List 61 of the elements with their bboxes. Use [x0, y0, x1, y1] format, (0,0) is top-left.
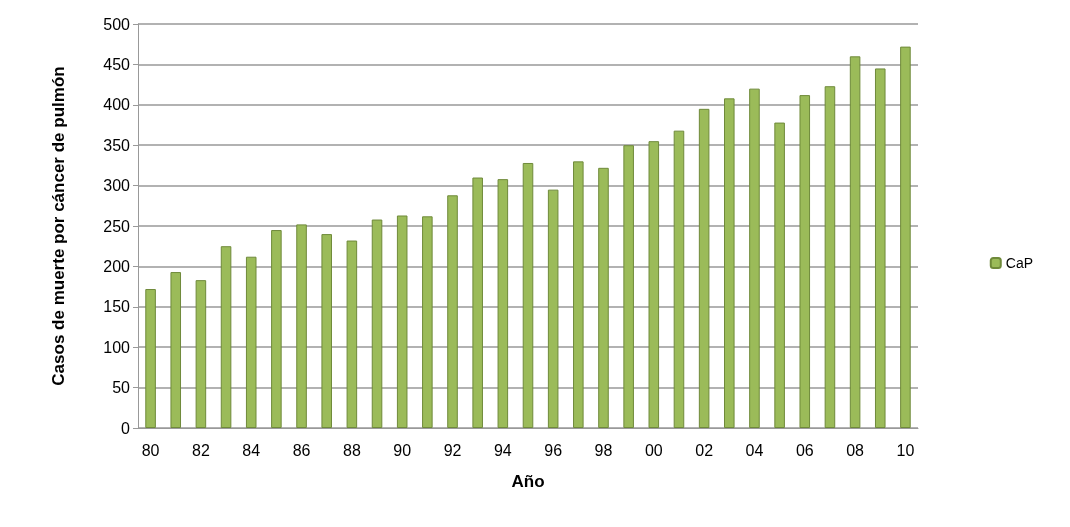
x-tick-label: 84 [242, 441, 261, 459]
bar [170, 272, 182, 428]
y-tick-label: 450 [103, 55, 131, 73]
x-tick-label: 82 [192, 441, 210, 459]
y-axis-title: Casos de muerte por cáncer de pulmón [48, 66, 68, 386]
bar [422, 216, 433, 428]
bar [220, 246, 232, 428]
y-tick-label: 0 [121, 419, 131, 437]
x-axis-title: Año [511, 472, 545, 491]
x-tick-label: 80 [141, 441, 160, 459]
bar [271, 230, 282, 428]
x-tick-label: 90 [393, 441, 412, 459]
x-tick-label: 06 [795, 441, 814, 459]
bar [573, 161, 584, 428]
bar [648, 141, 660, 428]
bar [371, 219, 383, 428]
bar [296, 224, 307, 428]
y-tick-label: 150 [103, 298, 131, 316]
x-tick-label: 92 [443, 441, 462, 459]
bar [749, 88, 760, 428]
bar [900, 46, 911, 428]
bar [145, 289, 156, 428]
bar [497, 179, 509, 428]
bar [774, 122, 785, 428]
bar [346, 240, 358, 428]
y-tick-label: 300 [103, 177, 131, 195]
bar [396, 215, 408, 428]
x-tick-label: 94 [493, 441, 512, 459]
x-tick-label: 08 [846, 441, 865, 459]
bar [673, 130, 685, 428]
y-tick-label: 500 [103, 15, 131, 33]
y-tick-label: 400 [103, 96, 131, 114]
bar [623, 145, 634, 428]
y-tick-label: 350 [103, 136, 131, 154]
y-tick-label: 200 [103, 257, 131, 275]
x-tick-label: 96 [544, 441, 563, 459]
x-tick-label: 10 [896, 441, 915, 459]
bar [321, 234, 332, 428]
bar [547, 189, 559, 428]
bar [724, 98, 735, 428]
bar [849, 56, 861, 428]
legend-label: CaP [1005, 255, 1033, 271]
x-tick-label: 88 [342, 441, 361, 459]
bar [195, 280, 207, 428]
x-tick-label: 04 [745, 441, 764, 459]
x-tick-label: 86 [292, 441, 311, 459]
y-tick-label: 250 [103, 217, 131, 235]
bar [874, 68, 886, 428]
bar [472, 177, 483, 428]
y-tick-label: 100 [103, 338, 131, 356]
bar [245, 256, 257, 428]
bar [824, 86, 836, 428]
y-tick-label: 50 [112, 379, 131, 397]
bar [447, 195, 458, 428]
bar [698, 108, 710, 428]
x-tick-label: 00 [644, 441, 663, 459]
bar [522, 162, 534, 428]
x-tick-label: 02 [695, 441, 714, 459]
bar [598, 167, 609, 428]
x-tick-label: 98 [594, 441, 613, 459]
bar [799, 95, 811, 428]
